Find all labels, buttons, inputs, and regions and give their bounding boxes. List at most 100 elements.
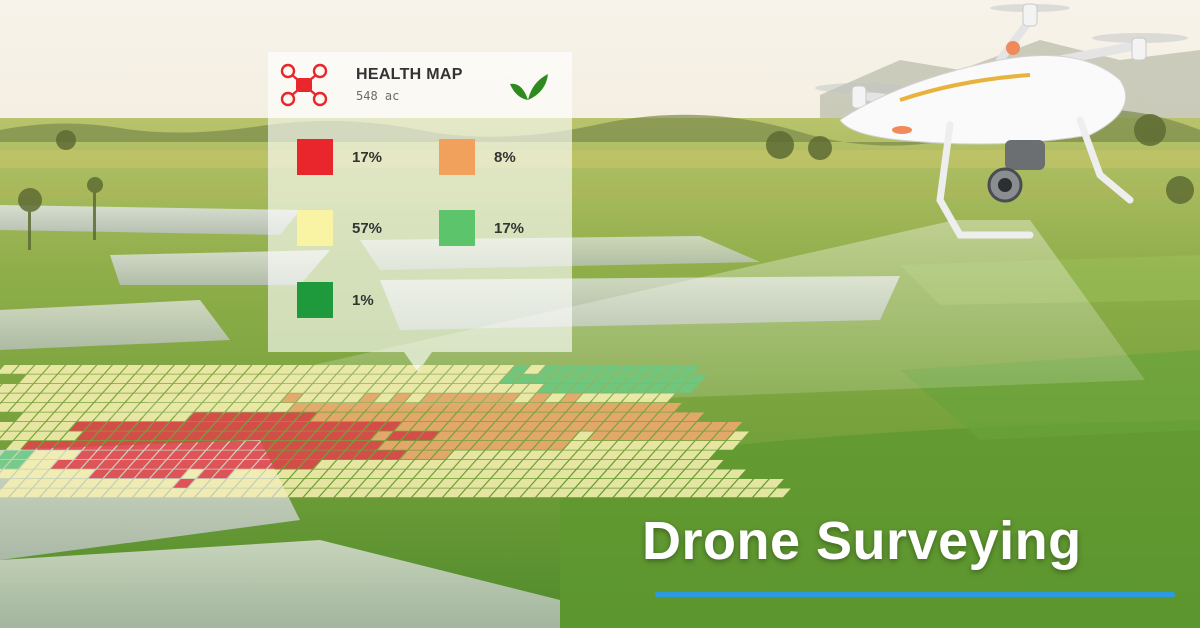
map-tile [379,422,402,431]
map-tile [439,441,462,450]
map-tile [538,469,560,479]
map-tile [545,479,567,488]
map-tile [119,384,141,393]
map-tile [50,460,73,469]
map-tile [102,488,125,498]
map-tile [655,460,677,469]
map-tile [367,384,389,393]
map-tile [503,422,526,431]
map-tile [510,431,533,441]
map-tile [0,384,17,393]
map-tile [654,374,677,384]
map-tile [534,422,557,431]
map-tile [518,422,541,431]
map-tile [596,422,619,431]
map-tile [228,469,250,479]
legend-percentage: 57% [352,220,383,237]
map-tile [217,412,240,422]
map-tile [274,469,297,479]
map-tile [582,403,605,412]
card-subtitle: 548 ac [356,89,400,103]
map-tile [58,365,81,374]
map-tile [158,374,181,384]
map-tile [163,403,186,412]
map-tile [105,365,127,374]
map-tile [298,374,320,384]
map-tile [336,469,359,479]
map-tile [96,374,119,384]
map-tile [12,450,35,460]
map-tile [88,469,111,479]
map-tile [4,460,26,469]
map-tile [111,479,133,488]
map-tile [498,393,520,403]
map-tile [632,450,655,460]
map-tile [208,422,231,431]
map-tile [169,431,192,441]
map-tile [301,422,324,431]
map-tile [260,365,282,374]
map-tile [150,469,173,479]
map-tile [665,431,688,441]
map-tile [307,450,329,460]
map-tile [11,469,33,479]
map-tile [296,393,319,403]
map-tile [224,422,247,431]
map-tile [328,479,350,488]
map-tile [15,412,38,422]
map-tile [136,365,158,374]
map-tile [0,460,11,469]
map-tile [191,441,214,450]
map-tile [252,460,274,469]
map-tile [349,403,372,412]
map-tile [181,469,204,479]
map-tile [5,441,28,450]
map-tile [517,441,539,450]
map-tile [250,393,272,403]
map-tile [641,441,663,450]
map-tile [703,441,725,450]
map-tile [515,460,538,469]
map-tile [620,412,643,422]
map-tile [520,403,543,412]
map-tile [603,431,626,441]
map-tile [182,365,205,374]
map-tile [205,374,227,384]
map-tile [2,393,24,403]
map-tile [505,488,528,498]
map-tile [383,469,405,479]
map-tile [198,365,220,374]
map-tile [397,488,419,498]
map-tile [498,479,521,488]
map-tile [166,469,188,479]
map-tile [420,393,443,403]
map-tile [222,441,245,450]
map-tile [100,422,123,431]
map-tile [762,479,784,488]
map-tile [546,460,569,469]
map-tile [236,460,259,469]
map-tile [570,365,592,374]
map-tile [659,403,682,412]
map-tile [639,374,661,384]
map-tile [377,441,400,450]
map-tile [76,431,99,441]
map-tile [177,422,200,431]
map-tile [33,479,56,488]
map-tile [210,403,233,412]
map-tile [406,374,429,384]
map-tile [660,488,683,498]
map-tile [463,431,486,441]
legend-item: 17% [439,210,579,246]
map-tile [541,431,564,441]
map-tile [401,431,424,441]
map-tile [539,365,561,374]
map-tile [715,479,738,488]
map-tile [52,441,74,450]
map-tile [630,384,653,393]
map-tile [350,488,373,498]
map-tile [167,450,190,460]
map-tile [329,460,352,469]
map-tile [170,412,193,422]
map-tile [687,441,710,450]
